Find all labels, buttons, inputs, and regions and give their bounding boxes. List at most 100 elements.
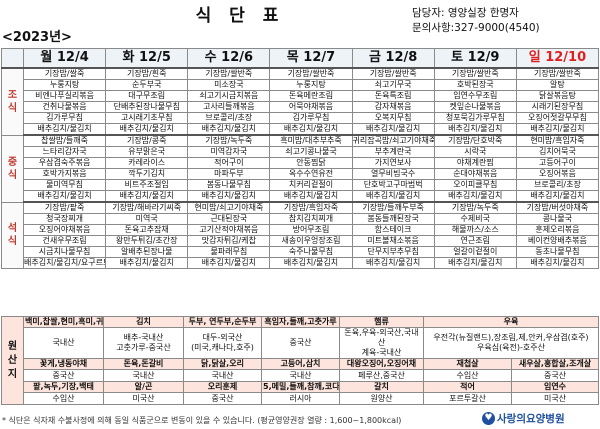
dinner-row: 석 식 기장밥/팥죽 기장밥/해바라기씨죽 현미밥/쇠고기야채죽 기장밥/흑임자죽 기장밥/… <box>1 201 600 269</box>
menu-cell: 시금치나물무침 <box>22 246 107 258</box>
menu-cell: 건새우무조림 <box>22 235 107 247</box>
menu-cell: 고사리들깨볶음 <box>187 101 271 113</box>
menu-cell: 고등어구이 <box>515 157 600 169</box>
menu-cell: 마파두부 <box>187 168 271 180</box>
dinner-row: 배추김치/물김치/요구르트 배추김치/물김치 배추김치/물김치 배추김치/물김치 배추김… <box>2 257 600 269</box>
origin-value: 우전각(뉴질랜드),장조림,제,안커,우삼겹(호주) 우육심(육전)-호주산 <box>423 327 599 359</box>
menu-cell: 해물까스/소스 <box>433 224 517 236</box>
origin-label: 임연수 <box>511 381 599 393</box>
menu-cell: 방어무조림 <box>269 224 353 236</box>
menu-cell: 오이피클무침 <box>433 179 517 191</box>
menu-cell: 훈제오리볶음 <box>515 224 600 236</box>
menu-cell: 배추김치/물김치 <box>351 257 435 269</box>
lunch-row: 느타리감자국 유부맑은국 미역감자국 쇠고기콩나물국 부추계란국 시락국 김치어묵국 <box>2 146 600 158</box>
origin-label: 갈치 <box>339 381 424 393</box>
menu-cell: 야채계란찜 <box>433 157 517 169</box>
origin-label: 김치 <box>103 316 184 328</box>
menu-cell: 대구무조림 <box>105 90 189 102</box>
menu-cell: 시래기된장무침 <box>515 101 600 113</box>
day-header: 목 12/7 <box>269 48 353 69</box>
menu-cell: 치커리겉절이 <box>269 179 353 191</box>
menu-cell: 물미역무침 <box>22 179 107 191</box>
origin-label-row: 원 산 지 백미,찹쌀,현미,흑미,귀리 김치 두부, 연두부,순두부 흑임자,들깨,고춧가… <box>1 316 599 405</box>
corner-cell <box>1 48 24 69</box>
origin-label: 팥,녹두,기장,백태 <box>23 381 104 393</box>
menu-cell: 찹쌀밥/들깨죽 <box>22 134 107 147</box>
dinner-row: 건새우무조림 왕만두튀김/초간장 맛감자튀김/케찹 새송이우엉장조림 미트볼채소볶음 연근… <box>2 235 600 247</box>
origin-label: 재첩살 <box>423 358 512 370</box>
menu-cell: 배추김치/물김치 <box>515 190 600 203</box>
origin-label: 5,메밀,들깨,참깨,코다리,대구 <box>261 381 340 393</box>
menu-cell: 켓잎순나물볶음 <box>433 101 517 113</box>
menu-cell: 깍두기김치 <box>105 168 189 180</box>
day-header: 일 12/10 <box>515 48 600 69</box>
menu-cell: 기장밥/쌀반죽 <box>351 67 435 80</box>
menu-cell: 김가루무침 <box>22 112 107 124</box>
menu-cell: 누룽지탕 <box>269 79 353 91</box>
menu-cell: 함스테이크 <box>351 224 435 236</box>
menu-cell: 기장밥/흑임자죽 <box>269 201 353 214</box>
origin-value-row: 수입산 미국산 중국산 러시아 원양산 포르투갈산 미국산 <box>2 392 599 405</box>
dinner-row: 오징어야채볶음 돈육고추잡채 고기산적야채볶음 방어무조림 함스테이크 해물까스/소스 훈제… <box>2 224 600 236</box>
menu-cell: 열무비빔국수 <box>351 168 435 180</box>
menu-cell: 순두부국 <box>105 79 189 91</box>
breakfast-row: 조 식 기장밥/쌀죽 기장밥/흰죽 기장밥/쌀반죽 기장밥/쌀반죽 기장밥/쌀반죽 기장밥/쌀… <box>1 67 600 136</box>
heart-icon: ♥ <box>482 412 495 425</box>
breakfast-row: 비엔나푸실리볶음 대구무조림 쇠고기시금치볶음 돈육메란조림 돈육특조림 임연수무조림 닭살… <box>2 90 600 102</box>
menu-cell: 흑미밥/대추부추죽 <box>269 134 353 147</box>
menu-cell: 배추김치/물김치 <box>269 257 353 269</box>
origin-label: 새우살,홍합살,조개살 <box>511 358 599 370</box>
menu-cell: 비엔나푸실리볶음 <box>22 90 107 102</box>
hospital-logo: ♥ 사랑의요양병원 <box>482 410 565 427</box>
breakfast-row: 김가루무침 고시래기초무침 브로콜리/초장 김가루무침 오복지무침 청포묵김가루무침 오징어… <box>2 112 600 124</box>
menu-cell: 기장밥/녹두죽 <box>433 201 517 214</box>
origin-label: 대왕오징어,오징어채 <box>339 358 424 370</box>
menu-cell: 배추김치/물김치 <box>351 123 435 136</box>
menu-cell: 배추김치/물김치 <box>515 123 600 136</box>
origin-label: 흑임자,들깨,고춧가루 <box>261 316 340 328</box>
origin-label: 햄류 <box>339 316 424 328</box>
origin-value: 중국산 <box>23 369 104 382</box>
breakfast-row: 배추김치/물김치 배추김치/물김치 배추김치/물김치 배추김치/물김치 배추김치/물김치… <box>2 123 600 136</box>
menu-cell: 감자채볶음 <box>351 101 435 113</box>
menu-cell: 물파래무침 <box>187 246 271 258</box>
menu-cell: 참치김치찌개 <box>269 213 353 225</box>
year-label: <2023년> <box>2 30 72 45</box>
origin-value: 배추-국내산 고춧가루-중국산 <box>103 327 184 359</box>
origin-value: 미국산 <box>103 392 184 405</box>
menu-cell: 브로콜리/초장 <box>187 112 271 124</box>
menu-cell: 배추김치/물김치/요구르트 <box>22 257 107 269</box>
origin-value-row: 중국산 국내산 국내산 국내산 페루산,중국산 수입산 중국산 <box>2 369 599 382</box>
origin-label: 오리훈제 <box>183 381 262 393</box>
menu-cell: 배추김치/물김치 <box>187 123 271 136</box>
menu-cell: 수제비국 <box>433 213 517 225</box>
origin-value: 러시아 <box>261 392 340 405</box>
contact-manager: 담당자: 영양실장 한명자 <box>412 7 519 19</box>
menu-cell: 시락국 <box>433 146 517 158</box>
menu-cell: 유부맑은국 <box>105 146 189 158</box>
origin-label: 꽃게,냉동야채 <box>23 358 104 370</box>
menu-cell: 배추김치/물김치 <box>22 123 107 136</box>
menu-cell: 배추김치/물김치 <box>187 190 271 203</box>
menu-cell: 고기산적야채볶음 <box>187 224 271 236</box>
origin-value: 포르투갈산 <box>423 392 512 405</box>
menu-cell: 임연수무조림 <box>433 90 517 102</box>
lunch-row: 물미역무침 비트주조절임 봄동나물무침 치커리겉절이 단호박고구마범벅 오이피클무침 브로콜… <box>2 179 600 191</box>
menu-cell: 김치어묵국 <box>515 146 600 158</box>
menu-cell: 비트주조절임 <box>105 179 189 191</box>
menu-cell: 봄동들깨된장국 <box>351 213 435 225</box>
menu-cell: 배추김치/물김치 <box>22 190 107 203</box>
menu-cell: 기장밥/들깨두부죽 <box>351 201 435 214</box>
menu-cell: 우삼겹숙주볶음 <box>22 157 107 169</box>
menu-cell: 현미밥/쇠고기야채죽 <box>187 201 271 214</box>
lunch-row: 호박가지볶음 깍두기김치 마파두부 옥수수연유전 열무비빔국수 순대야채볶음 오징어볶음 <box>2 168 600 180</box>
menu-cell: 미소장국 <box>187 79 271 91</box>
menu-cell: 배추김치/물김치 <box>187 257 271 269</box>
origin-value: 중국산 <box>511 369 599 382</box>
menu-cell: 단호박고구마범벅 <box>351 179 435 191</box>
menu-cell: 청국장찌개 <box>22 213 107 225</box>
menu-cell: 닭살볶음탕 <box>515 90 600 102</box>
menu-cell: 단무지부추무침 <box>351 246 435 258</box>
menu-cell: 알배추된장나물 <box>105 246 189 258</box>
menu-cell: 어묵야채볶음 <box>269 101 353 113</box>
